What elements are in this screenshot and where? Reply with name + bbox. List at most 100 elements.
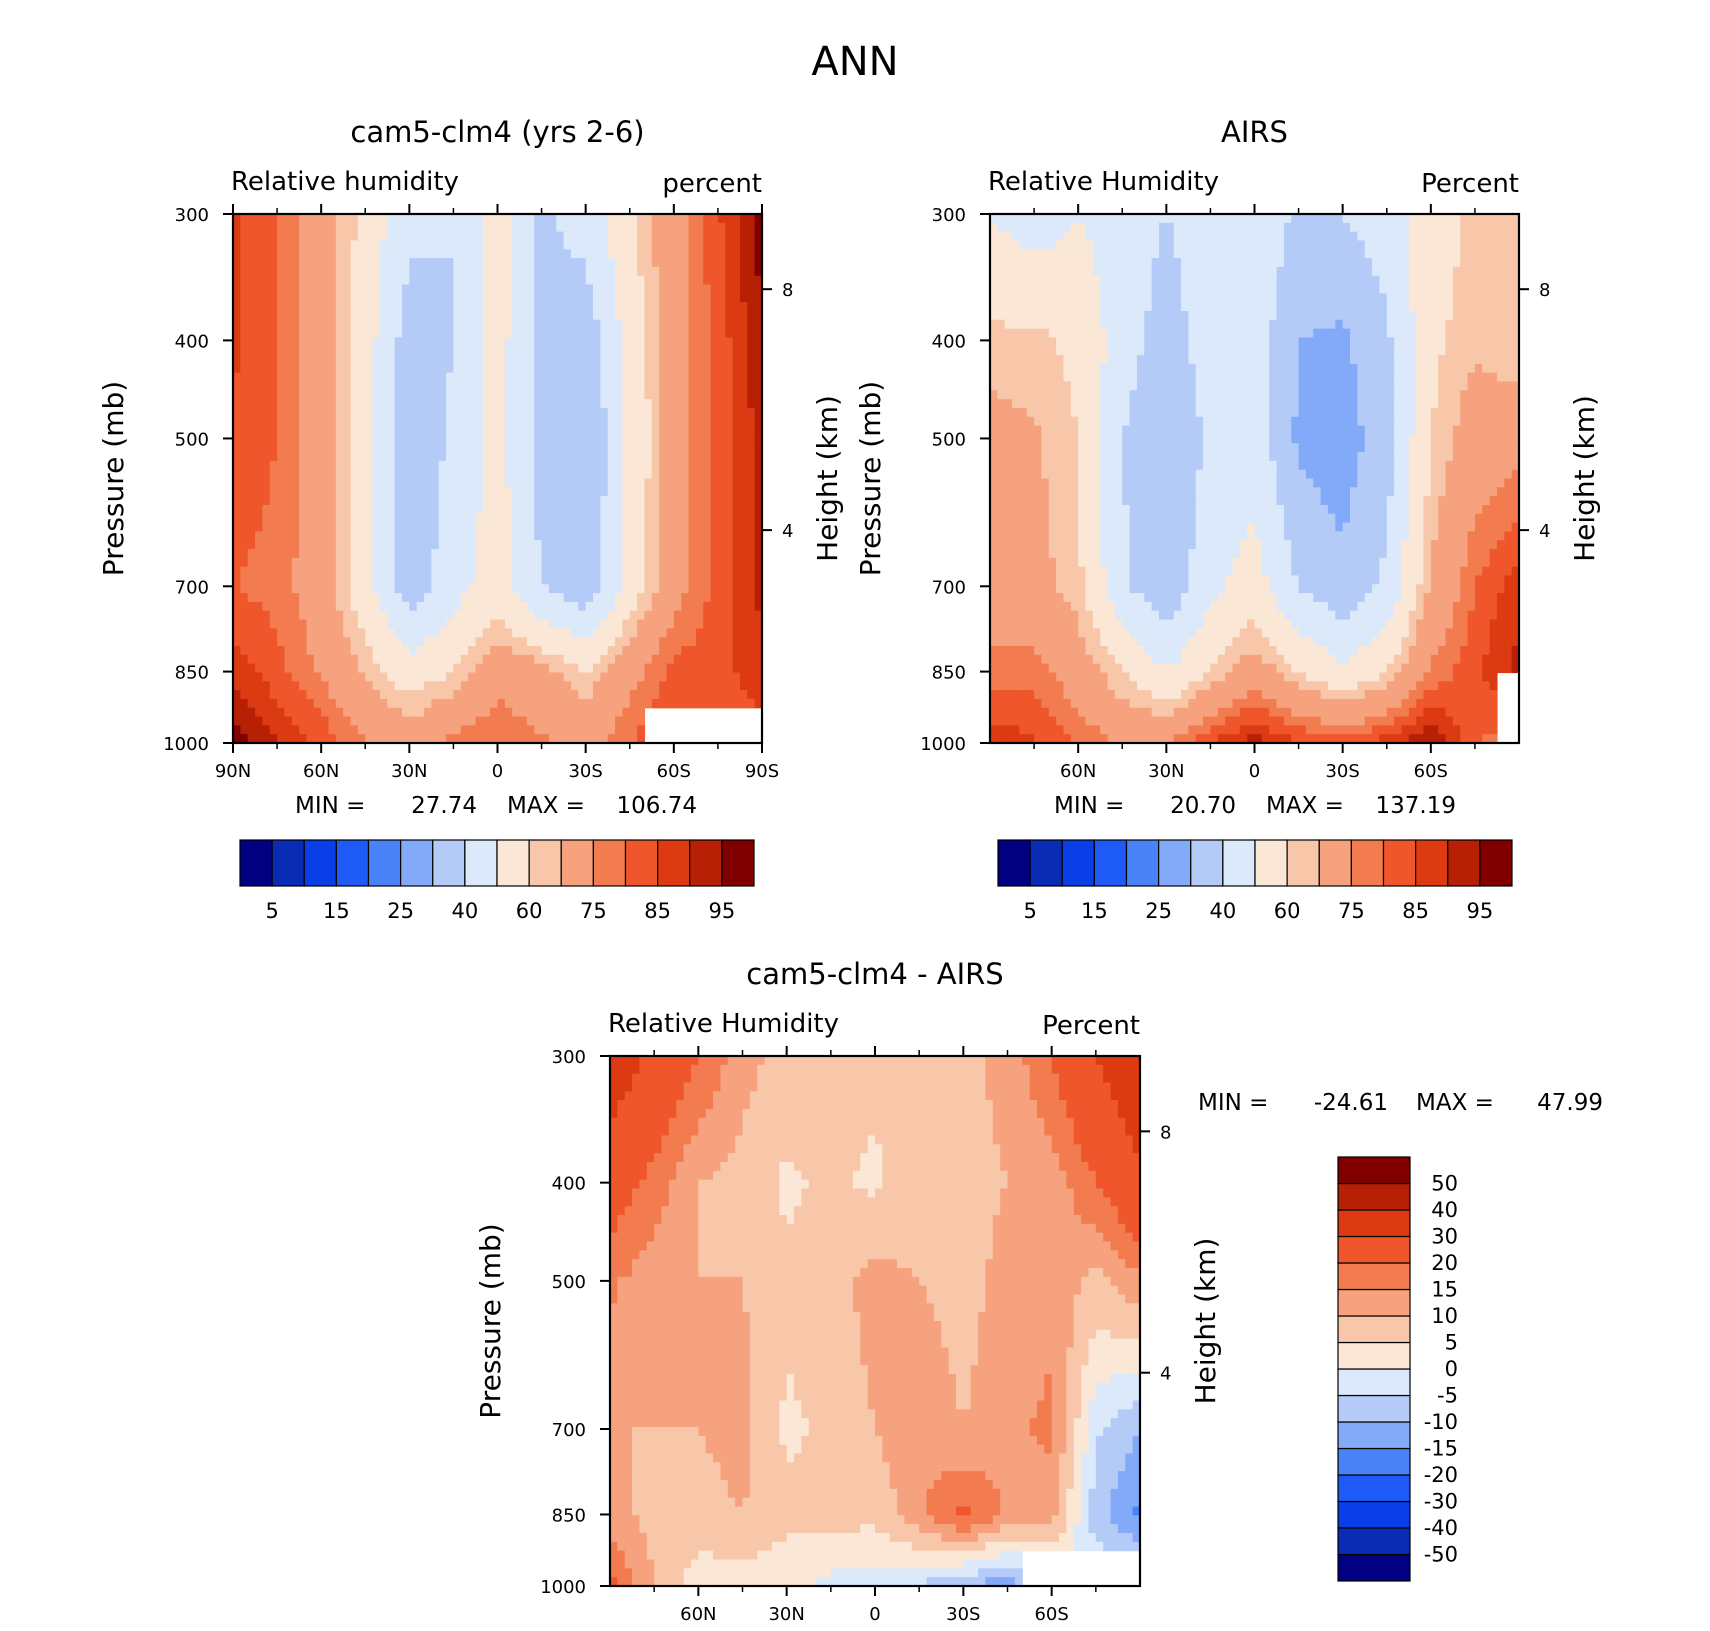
field-cell: [1291, 240, 1300, 250]
field-cell: [240, 399, 249, 409]
field-cell: [424, 531, 432, 541]
field-cell: [416, 725, 425, 735]
field-cell: [233, 407, 241, 418]
field-cell: [681, 531, 690, 541]
field-cell: [416, 610, 425, 621]
field-cell: [629, 407, 638, 418]
field-cell: [710, 654, 719, 665]
field-cell: [438, 681, 447, 691]
field-cell: [739, 249, 748, 259]
field-cell: [519, 425, 528, 436]
field-cell: [607, 407, 616, 418]
field-cell: [247, 222, 256, 233]
field-cell: [644, 231, 653, 242]
field-cell: [739, 381, 748, 391]
field-cell: [659, 628, 668, 638]
field-cell: [335, 557, 344, 568]
field-cell: [409, 363, 418, 374]
field-cell: [446, 716, 455, 726]
field-cell: [255, 531, 263, 541]
field-cell: [482, 293, 491, 303]
field-cell: [637, 716, 646, 726]
field-cell: [277, 407, 286, 418]
field-cell: [379, 302, 388, 312]
field-cell: [299, 690, 308, 700]
field-cell: [446, 346, 455, 356]
field-cell: [556, 681, 565, 691]
field-cell: [299, 249, 308, 259]
field-cell: [306, 407, 315, 418]
field-cell: [703, 425, 712, 436]
field-cell: [475, 452, 484, 462]
field-cell: [233, 478, 241, 488]
field-cell: [1063, 240, 1072, 250]
field-cell: [350, 725, 359, 735]
field-cell: [556, 443, 565, 453]
field-cell: [482, 434, 491, 444]
field-cell: [1129, 249, 1138, 259]
field-cell: [534, 381, 543, 391]
field-cell: [394, 601, 403, 612]
field-cell: [482, 637, 491, 647]
field-cell: [739, 690, 748, 700]
field-cell: [1291, 231, 1300, 242]
field-cell: [504, 601, 513, 612]
field-cell: [240, 390, 249, 400]
field-cell: [673, 690, 682, 700]
field-cell: [365, 249, 374, 259]
field-cell: [732, 346, 741, 356]
field-cell: [541, 416, 550, 427]
field-cell: [644, 469, 653, 480]
min-value: 27.74: [411, 793, 477, 819]
field-cell: [725, 363, 734, 374]
field-cell: [233, 416, 241, 427]
field-cell: [1217, 240, 1226, 250]
field-cell: [1092, 249, 1101, 259]
field-cell: [548, 284, 557, 294]
field-cell: [306, 266, 315, 277]
field-cell: [468, 399, 477, 409]
field-cell: [585, 707, 594, 718]
field-cell: [299, 698, 308, 709]
field-cell: [563, 628, 572, 638]
field-cell: [416, 249, 425, 259]
field-cell: [416, 646, 425, 656]
field-cell: [409, 496, 418, 506]
field-cell: [1070, 284, 1079, 294]
field-cell: [313, 522, 322, 532]
field-cell: [1004, 214, 1013, 224]
field-cell: [379, 646, 388, 656]
field-cell: [622, 734, 631, 744]
field-cell: [622, 478, 631, 488]
field-cell: [651, 302, 660, 312]
field-cell: [284, 231, 293, 242]
field-cell: [637, 319, 646, 330]
field-cell: [453, 302, 462, 312]
field-cell: [401, 460, 410, 471]
field-cell: [717, 584, 726, 594]
field-cell: [526, 249, 535, 259]
field-cell: [629, 601, 638, 612]
field-cell: [732, 407, 741, 418]
field-cell: [578, 425, 587, 436]
field-cell: [291, 310, 300, 321]
field-cell: [387, 654, 396, 665]
field-cell: [321, 698, 330, 709]
field-cell: [541, 557, 550, 568]
field-cell: [401, 593, 410, 603]
field-cell: [1188, 240, 1197, 250]
field-cell: [313, 531, 322, 541]
field-cell: [570, 734, 579, 744]
field-cell: [1327, 222, 1336, 233]
field-cell: [1320, 214, 1329, 224]
field-cell: [710, 214, 719, 224]
field-cell: [519, 249, 528, 259]
field-cell: [622, 337, 631, 347]
field-cell: [401, 416, 410, 427]
field-cell: [409, 231, 418, 242]
field-cell: [343, 601, 352, 612]
field-cell: [710, 310, 719, 321]
field-cell: [453, 531, 462, 541]
field-cell: [482, 258, 491, 268]
field-cell: [710, 619, 719, 629]
